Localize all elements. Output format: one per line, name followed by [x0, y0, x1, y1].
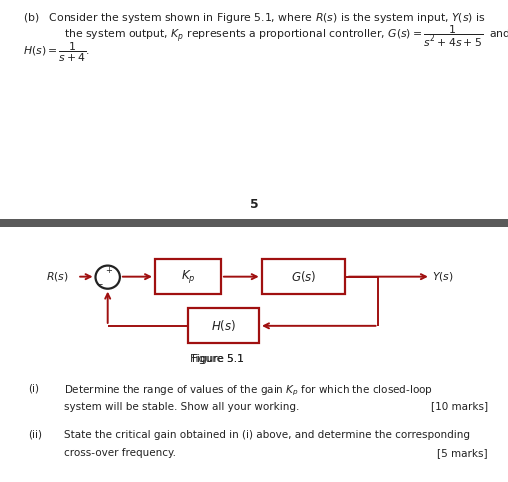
Text: $K_p$: $K_p$ [181, 268, 195, 285]
Text: $H(s)$: $H(s)$ [211, 318, 236, 334]
Text: (ii): (ii) [28, 430, 42, 440]
Bar [188, 308, 259, 343]
Text: Figure 5.1: Figure 5.1 [192, 354, 243, 364]
Text: the system output, $K_p$ represents a proportional controller, $G(s)=\dfrac{1}{s: the system output, $K_p$ represents a pr… [64, 24, 508, 49]
Text: system will be stable. Show all your working.: system will be stable. Show all your wor… [64, 402, 299, 412]
Text: $G(s)$: $G(s)$ [291, 269, 316, 284]
Text: Determine the range of values of the gain $K_p$ for which the closed-loop: Determine the range of values of the gai… [64, 383, 432, 398]
Bar [262, 259, 345, 294]
Text: +: + [105, 266, 112, 275]
Text: −: − [96, 280, 103, 289]
Text: Figure 5.1: Figure 5.1 [190, 354, 244, 364]
Text: $Y(s)$: $Y(s)$ [432, 270, 454, 283]
Text: [5 marks]: [5 marks] [437, 448, 488, 458]
Text: (i): (i) [28, 383, 39, 393]
Text: (b)   Consider the system shown in Figure 5.1, where $R(s)$ is the system input,: (b) Consider the system shown in Figure … [23, 11, 486, 25]
Text: 5: 5 [250, 198, 258, 211]
Text: $H(s)=\dfrac{1}{s+4}$.: $H(s)=\dfrac{1}{s+4}$. [23, 40, 90, 64]
Text: $R(s)$: $R(s)$ [46, 270, 69, 283]
Bar [155, 259, 221, 294]
Text: [10 marks]: [10 marks] [431, 402, 488, 412]
Text: State the critical gain obtained in (i) above, and determine the corresponding: State the critical gain obtained in (i) … [64, 430, 469, 440]
Bar [0, 219, 508, 228]
Text: cross-over frequency.: cross-over frequency. [64, 448, 175, 458]
